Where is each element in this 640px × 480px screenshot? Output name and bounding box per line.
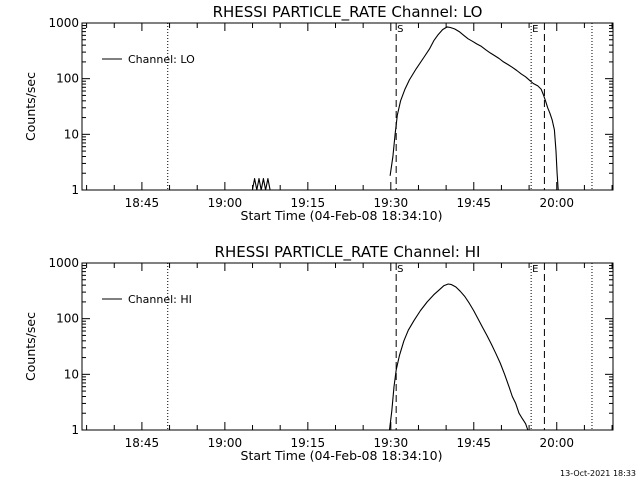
y-axis-label: Counts/sec (23, 72, 38, 141)
x-tick-label: 20:00 (539, 196, 574, 210)
chart-title: RHESSI PARTICLE_RATE Channel: LO (213, 3, 483, 22)
time-marker-label: S (397, 264, 403, 275)
x-tick-label: 19:15 (291, 436, 326, 450)
x-tick-label: 19:30 (374, 196, 409, 210)
x-tick-label: 19:30 (374, 436, 409, 450)
chart-title: RHESSI PARTICLE_RATE Channel: HI (215, 243, 481, 262)
y-tick-label: 1000 (48, 256, 79, 270)
time-marker-label: E (532, 264, 538, 275)
legend-label: Channel: HI (128, 293, 192, 306)
x-tick-label: 18:45 (125, 196, 160, 210)
y-tick-label: 10 (64, 367, 79, 381)
x-axis-label: Start Time (04-Feb-08 18:34:10) (241, 448, 443, 463)
series-line (388, 283, 529, 431)
y-tick-label: 100 (56, 72, 79, 86)
x-tick-label: 19:15 (291, 196, 326, 210)
time-marker-label: E (532, 24, 538, 35)
plot-frame (81, 262, 614, 431)
legend-label: Channel: LO (128, 53, 195, 66)
y-tick-label: 1 (71, 183, 79, 197)
plot-frame (81, 22, 614, 191)
x-tick-label: 19:00 (208, 436, 243, 450)
x-tick-label: 18:45 (125, 436, 160, 450)
y-axis-label: Counts/sec (23, 312, 38, 381)
x-tick-label: 20:00 (539, 436, 574, 450)
series-line (389, 26, 559, 191)
x-tick-label: 19:45 (456, 196, 491, 210)
series-line (251, 178, 271, 191)
y-tick-label: 1 (71, 423, 79, 437)
chart-panel-hi: RHESSI PARTICLE_RATE Channel: HI 1 10 100 10… (23, 243, 614, 463)
x-axis-label: Start Time (04-Feb-08 18:34:10) (241, 208, 443, 223)
time-marker-label: S (397, 24, 403, 35)
y-tick-label: 1000 (48, 16, 79, 30)
x-tick-label: 19:00 (208, 196, 243, 210)
footer-timestamp: 13-Oct-2021 18:33 (560, 469, 636, 478)
chart-panel-lo: RHESSI PARTICLE_RATE Channel: LO 1 10 100 10… (23, 3, 614, 223)
y-tick-label: 10 (64, 127, 79, 141)
x-tick-label: 19:45 (456, 436, 491, 450)
y-tick-label: 100 (56, 312, 79, 326)
